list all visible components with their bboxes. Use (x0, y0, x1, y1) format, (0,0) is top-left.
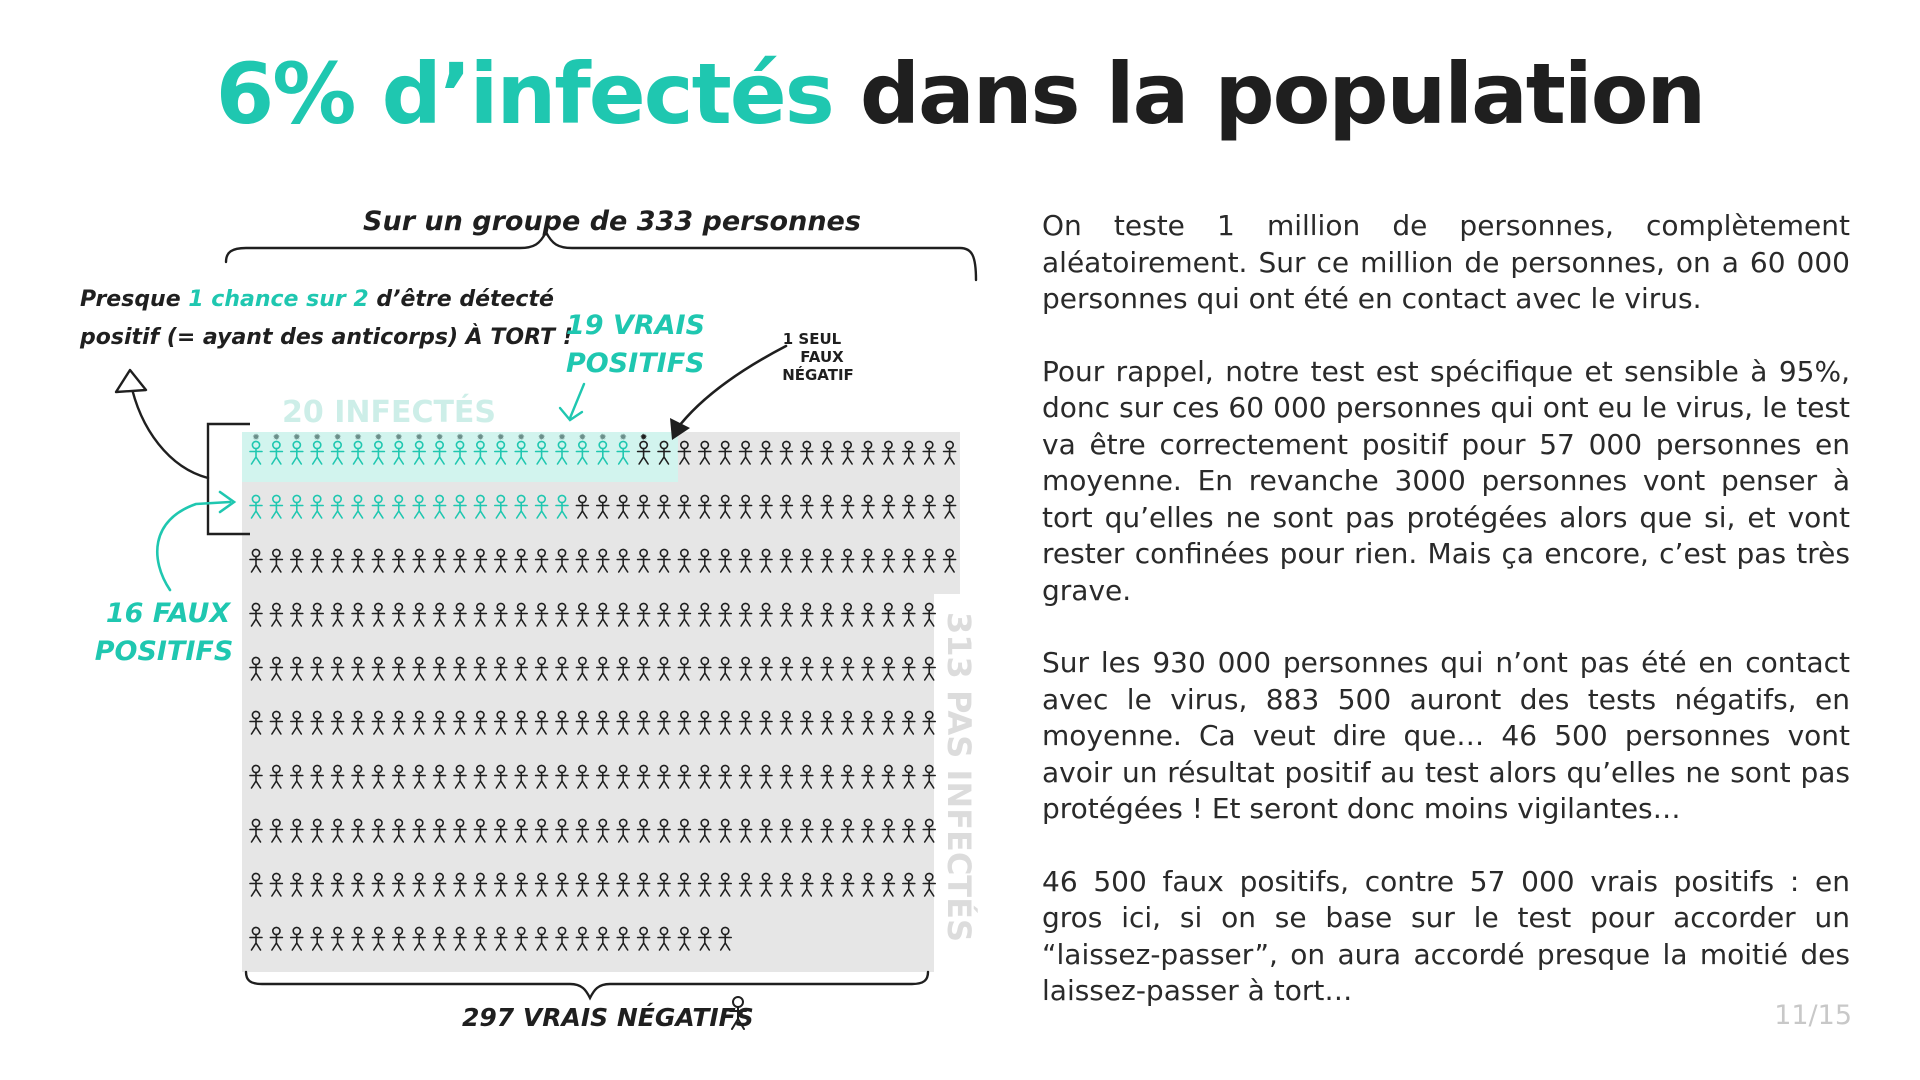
false-positives-arrow (157, 502, 230, 590)
group-brace (226, 232, 976, 280)
virus-icon: ✹ (517, 433, 525, 443)
note-line2: positif (= ayant des anticorps) À TORT ! (79, 324, 573, 350)
not-infected-label: 313 PAS INFECTÉS (940, 612, 978, 942)
group-label: Sur un groupe de 333 personnes (363, 206, 861, 237)
true-positives-label-line2: POSITIFS (566, 348, 705, 379)
virus-icon: ✹ (334, 433, 342, 443)
page-number: 11/15 (1774, 1000, 1852, 1031)
virus-icon: ✹ (395, 433, 403, 443)
note-arrow (130, 380, 208, 478)
true-negatives-label: 297 VRAIS NÉGATIFS (462, 1003, 754, 1032)
virus-icon: ✹ (558, 433, 566, 443)
false-negative-label-line2: FAUX (800, 348, 844, 366)
grid-background-bottom (242, 594, 934, 972)
virus-icon: ✹ (456, 433, 464, 443)
virus-icon: ✹ (538, 433, 546, 443)
virus-icon: ✹ (497, 433, 505, 443)
virus-icon: ✹ (599, 433, 607, 443)
population-diagram: ✹ ✹ ✹ ✹ ✹ ✹ ✹ ✹ ✹ ✹ ✹ ✹ ✹ ✹ ✹ ✹ ✹ ✹ ✹ ✹ Sur un groupe de 33… (0, 0, 1010, 1080)
false-negative-label-line3: NÉGATIF (782, 365, 854, 384)
true-positives-arrow (560, 384, 584, 420)
virus-icon: ✹ (252, 433, 260, 443)
false-positives-label-line2: POSITIFS (95, 636, 234, 667)
false-negative-label-line1: 1 SEUL (783, 330, 842, 348)
true-positives-label-line1: 19 VRAIS (566, 310, 705, 341)
virus-icon: ✹ (436, 433, 444, 443)
note-line1-a: Presque (80, 287, 188, 312)
note-line1-highlight: 1 chance sur 2 (188, 287, 368, 312)
virus-icon: ✹ (640, 433, 648, 443)
virus-icon: ✹ (313, 433, 321, 443)
virus-icon: ✹ (293, 433, 301, 443)
paragraph-4: 46 500 faux positifs, contre 57 000 vrai… (1042, 864, 1850, 1010)
virus-icon: ✹ (354, 433, 362, 443)
infected-label: 20 INFECTÉS (282, 394, 496, 430)
virus-icon: ✹ (477, 433, 485, 443)
virus-icon: ✹ (273, 433, 281, 443)
true-negatives-brace (246, 972, 928, 998)
note-arrow-head (116, 370, 146, 392)
paragraph-2: Pour rappel, notre test est spécifique e… (1042, 354, 1850, 610)
explanation-text: On teste 1 million de personnes, complèt… (1042, 208, 1850, 1046)
note-line1: Presque 1 chance sur 2 d’être détecté (80, 287, 554, 312)
virus-icon: ✹ (619, 433, 627, 443)
paragraph-3: Sur les 930 000 personnes qui n’ont pas … (1042, 645, 1850, 828)
false-positives-label-line1: 16 FAUX (106, 598, 232, 629)
virus-icon: ✹ (375, 433, 383, 443)
virus-icon: ✹ (579, 433, 587, 443)
note-line1-b: d’être détecté (369, 287, 554, 312)
paragraph-1: On teste 1 million de personnes, complèt… (1042, 208, 1850, 318)
virus-icon: ✹ (415, 433, 423, 443)
